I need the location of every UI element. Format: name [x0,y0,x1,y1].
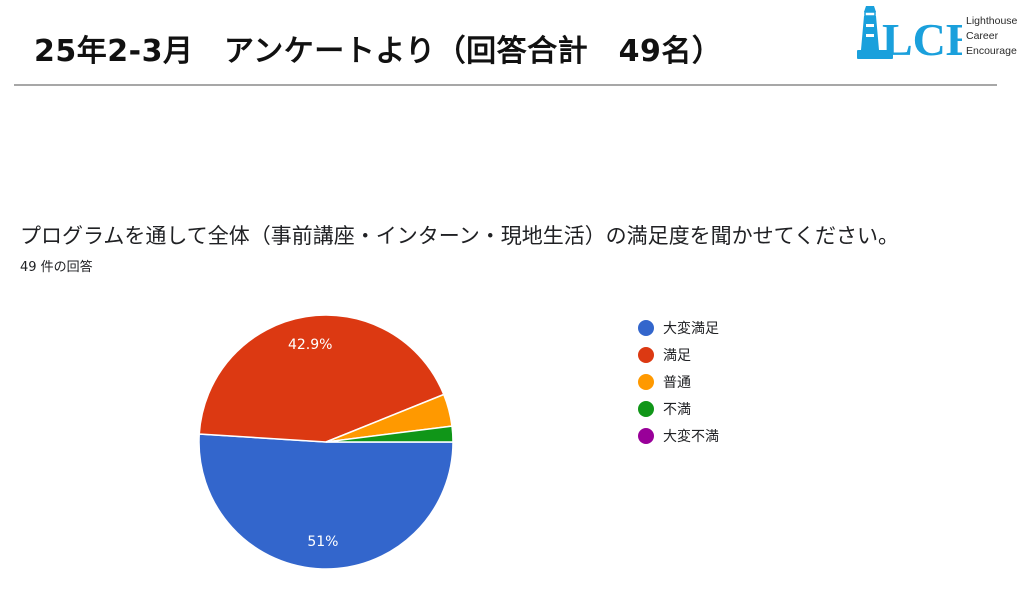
legend-swatch [638,373,654,390]
legend-label: 大変満足 [663,320,719,337]
response-count: 49 件の回答 [20,260,93,275]
lighthouse-logo-icon: LCE [857,6,962,62]
logo-line-2: Career [966,30,999,42]
legend-label: 満足 [663,347,691,364]
legend-swatch [638,427,654,444]
logo-letters: LCE [882,14,962,62]
pie-slice-2 [198,314,445,443]
legend-label: 普通 [663,374,691,391]
legend-swatch [638,346,654,363]
legend-item: 満足 [638,341,719,368]
header-divider [14,84,997,86]
chart-legend: 大変満足満足普通不満大変不満 [638,314,719,449]
pie-slice-1 [198,433,454,570]
legend-swatch [638,400,654,417]
slice-label-1: 51% [307,534,338,550]
pie-slice-4 [325,425,454,443]
logo-line-3: Encourage [966,45,1017,57]
legend-swatch [638,319,654,336]
page-title: 25年2-3月 アンケートより（回答合計 49名） [34,34,723,69]
legend-item: 大変満足 [638,314,719,341]
legend-item: 普通 [638,368,719,395]
slice-label-2: 42.9% [288,337,332,353]
question-text: プログラムを通して全体（事前講座・インターン・現地生活）の満足度を聞かせてくださ… [20,224,900,248]
legend-label: 不満 [663,401,691,418]
logo-line-1: Lighthouse [966,15,1018,27]
legend-item: 不満 [638,395,719,422]
legend-label: 大変不満 [663,428,719,445]
legend-item: 大変不満 [638,422,719,449]
lce-logo: LCE Lighthouse Career Encourage [852,2,1024,62]
pie-chart: 51% 42.9% [198,314,454,570]
